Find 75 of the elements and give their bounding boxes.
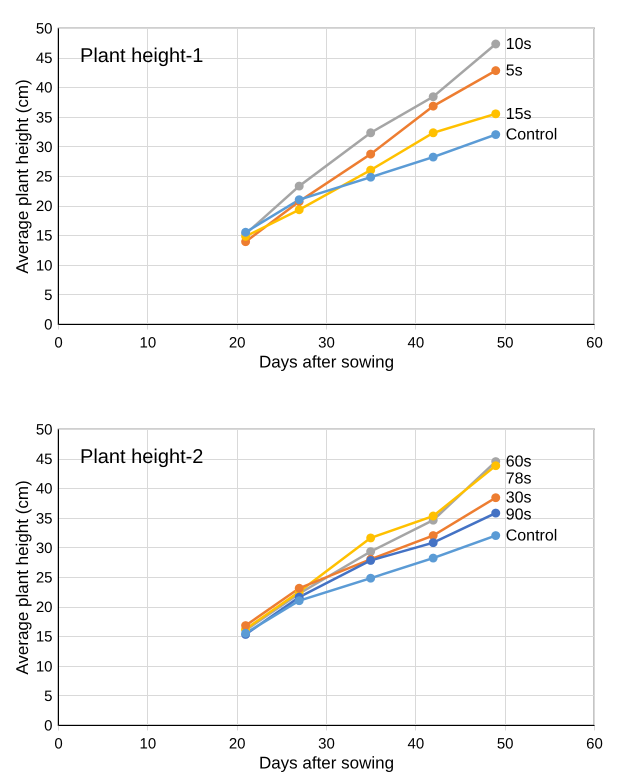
- y-axis-title: Average plant height (cm): [12, 79, 32, 274]
- x-axis-title: Days after sowing: [258, 352, 394, 372]
- y-tick-label: 0: [44, 718, 52, 734]
- point: [491, 66, 500, 76]
- point: [428, 538, 438, 548]
- point: [428, 512, 438, 520]
- x-tick-label: 10: [139, 736, 156, 752]
- point: [366, 128, 376, 138]
- x-tick-label: 60: [586, 736, 603, 752]
- y-tick-label: 15: [36, 628, 52, 646]
- y-tick-label: 35: [36, 510, 52, 528]
- point: [294, 205, 304, 214]
- y-tick-label: 0: [44, 316, 52, 334]
- y-tick-label: 40: [36, 80, 52, 97]
- x-tick-label: 30: [318, 334, 335, 352]
- point: [491, 531, 500, 540]
- y-tick-label: 45: [36, 451, 52, 468]
- point: [366, 172, 376, 182]
- point: [491, 109, 500, 118]
- text: Plant height-2: [80, 446, 204, 468]
- y-tick-label: 5: [44, 286, 52, 304]
- x-tick-label: 20: [228, 736, 246, 752]
- x-tick-label: 30: [318, 736, 335, 752]
- point: [428, 554, 438, 563]
- point: [428, 92, 438, 102]
- x-tick-label: 50: [496, 334, 514, 352]
- y-tick-label: 40: [36, 480, 52, 498]
- y-tick-label: 15: [36, 228, 52, 245]
- y-tick-label: 25: [36, 168, 52, 186]
- y-tick-label: 50: [36, 20, 52, 38]
- y-tick-label: 30: [36, 540, 52, 557]
- x-tick-label: 40: [407, 334, 424, 352]
- y-tick-label: 45: [36, 50, 52, 68]
- series-label: 15s: [506, 106, 532, 123]
- point: [366, 574, 376, 583]
- point: [491, 40, 500, 48]
- x-axis-title: Days after sowing: [258, 754, 394, 772]
- series-label: Control: [506, 528, 558, 545]
- y-tick-label: 30: [36, 138, 52, 156]
- point: [294, 596, 304, 606]
- y-tick-label: 25: [36, 570, 52, 586]
- y-tick-label: 20: [36, 198, 52, 216]
- y-tick-label: 50: [36, 422, 52, 438]
- point: [491, 493, 500, 502]
- point: [366, 150, 376, 159]
- x-tick-label: 60: [586, 334, 603, 352]
- series-label: 10s: [506, 36, 532, 53]
- series-label: 60s: [506, 454, 532, 471]
- point: [428, 102, 438, 111]
- point: [428, 152, 438, 162]
- point: [428, 128, 438, 138]
- x-tick-label: 40: [407, 736, 424, 752]
- text: Plant height-1: [80, 45, 204, 67]
- point: [241, 621, 250, 630]
- series-label: 5s: [506, 62, 523, 80]
- point: [366, 533, 376, 542]
- series-label: 90s: [506, 506, 532, 524]
- point: [491, 130, 500, 140]
- point: [491, 508, 500, 518]
- point: [294, 182, 304, 191]
- point: [366, 547, 376, 556]
- point: [294, 584, 304, 593]
- x-tick-label: 50: [496, 736, 514, 752]
- y-tick-label: 20: [36, 599, 52, 616]
- y-tick-label: 5: [44, 688, 52, 705]
- series-label: Control: [506, 126, 558, 144]
- series-label: 30s: [506, 490, 532, 507]
- x-tick-label: 10: [139, 334, 156, 352]
- y-axis-title: Average plant height (cm): [12, 480, 32, 675]
- y-tick-label: 35: [36, 109, 52, 126]
- x-tick-label: 20: [228, 334, 246, 352]
- y-tick-label: 10: [36, 257, 52, 274]
- y-tick-label: 10: [36, 658, 52, 676]
- series-label: 78s: [506, 470, 532, 488]
- point: [491, 461, 500, 470]
